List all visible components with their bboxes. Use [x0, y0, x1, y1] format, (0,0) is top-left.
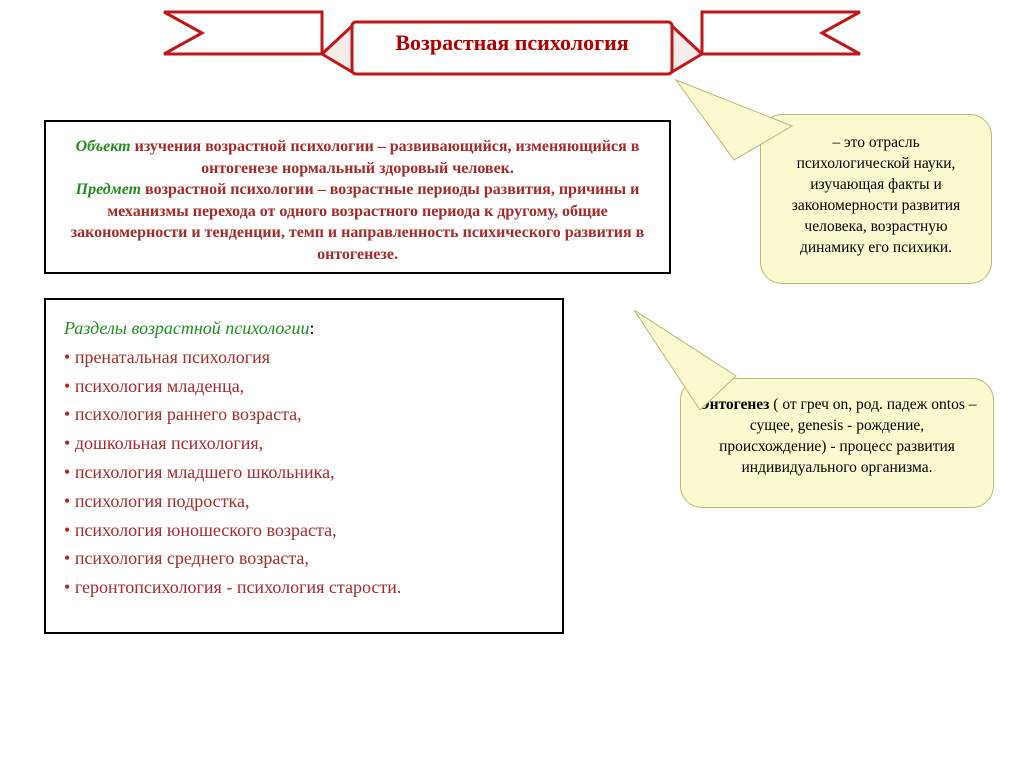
list-item: • психология среднего возраста,	[64, 544, 544, 573]
object-keyword: Объект	[76, 138, 135, 155]
object-text: изучения возрастной психологии – развива…	[135, 138, 640, 177]
list-item: • психология юношеского возраста,	[64, 516, 544, 545]
list-item: • психология подростка,	[64, 487, 544, 516]
callout-tail-icon	[630, 306, 740, 416]
sections-title: Разделы возрастной психологии	[64, 318, 309, 338]
list-item: • дошкольная психология,	[64, 429, 544, 458]
subject-text: возрастной психологии – возрастные перио…	[71, 181, 645, 263]
callout-tail-icon	[674, 78, 804, 168]
ontogenez-callout: Онтогенез ( от греч on, род. падеж ontos…	[680, 378, 994, 508]
sections-list: • пренатальная психология • психология м…	[64, 343, 544, 602]
subject-keyword: Предмет	[76, 181, 145, 198]
list-item: • психология раннего возраста,	[64, 400, 544, 429]
slide: { "banner": { "title": "Возрастная психо…	[0, 0, 1024, 767]
sections-box: Разделы возрастной психологии: • прената…	[44, 298, 564, 634]
list-item: • психология младшего школьника,	[64, 458, 544, 487]
list-item: • пренатальная психология	[64, 343, 544, 372]
list-item: • геронтопсихология - психология старост…	[64, 573, 544, 602]
list-item: • психология младенца,	[64, 372, 544, 401]
page-title: Возрастная психология	[152, 30, 872, 56]
object-subject-box: Объект изучения возрастной психологии – …	[44, 120, 671, 274]
definition-callout: – это отрасль психологической науки, изу…	[760, 114, 992, 290]
title-banner: Возрастная психология	[152, 8, 872, 82]
sections-colon: :	[309, 318, 314, 338]
